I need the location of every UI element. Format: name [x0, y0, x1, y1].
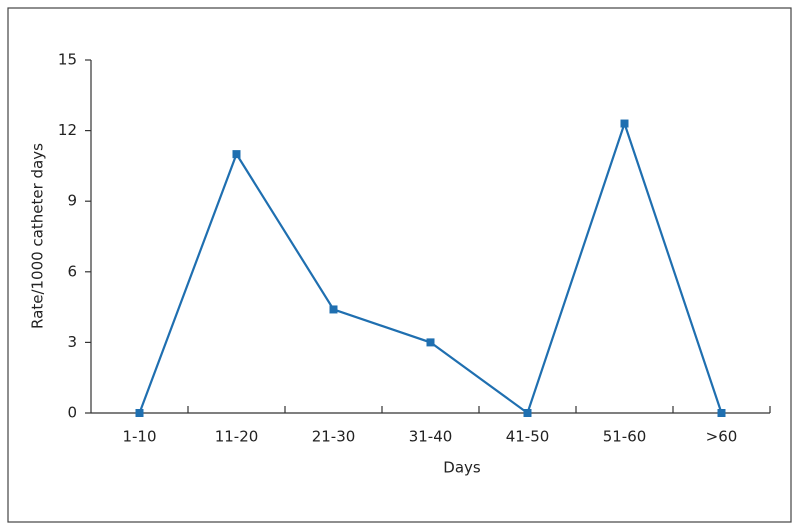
- data-point: [135, 409, 144, 417]
- data-point: [426, 338, 435, 347]
- y-tick-label: 6: [67, 262, 77, 280]
- y-tick-label: 0: [67, 404, 77, 422]
- x-tick-label: 21-30: [312, 428, 356, 446]
- frame: [7, 7, 792, 523]
- x-tick-label: 11-20: [215, 428, 259, 446]
- data-line: [138, 120, 723, 415]
- y-tick-label: 3: [67, 333, 77, 351]
- x-tick-label: 51-60: [603, 428, 647, 446]
- y-tick-label: 9: [67, 192, 77, 210]
- data-point: [329, 305, 338, 314]
- x-tick-label: 41-50: [506, 428, 550, 446]
- x-axis-label: Days: [443, 459, 481, 477]
- x-tick-label: 1-10: [122, 428, 156, 446]
- x-tick-label: 31-40: [409, 428, 453, 446]
- data-point: [717, 409, 726, 417]
- data-point: [620, 119, 629, 128]
- y-axis-label: Rate/1000 catheter days: [29, 143, 47, 329]
- data-point: [523, 409, 532, 417]
- y-tick-label: 15: [58, 51, 77, 69]
- y-tick-label: 12: [58, 121, 77, 139]
- x-tick-label: >60: [706, 428, 738, 446]
- data-point: [232, 150, 241, 159]
